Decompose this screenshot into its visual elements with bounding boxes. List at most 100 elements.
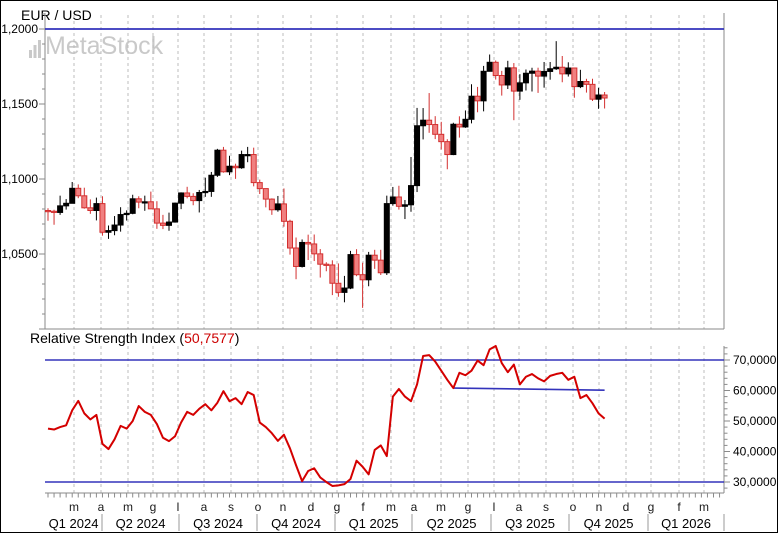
candle-body xyxy=(214,149,221,176)
month-label: m xyxy=(386,500,396,514)
candle-body xyxy=(311,243,318,255)
candle-body xyxy=(51,210,58,213)
candle-body xyxy=(93,203,100,212)
candle-body xyxy=(280,203,287,222)
candle-body xyxy=(377,259,384,274)
candle-body xyxy=(577,81,584,88)
candle-body xyxy=(444,141,451,156)
candle-body xyxy=(571,67,578,88)
candle-body xyxy=(541,70,548,77)
rsi-indicator-label: Relative Strength Index (50,7577) xyxy=(30,330,239,346)
candle-body xyxy=(166,221,172,226)
candle-body xyxy=(583,81,590,85)
month-label: s xyxy=(228,500,234,514)
candle-body xyxy=(147,201,154,210)
candle-body xyxy=(389,196,396,205)
watermark-text: MetaStock xyxy=(45,32,164,60)
candle-body xyxy=(317,253,324,265)
candle-body xyxy=(293,247,300,267)
rsi-axis-label: 30,0000 xyxy=(733,475,777,489)
candle-body xyxy=(601,94,608,99)
candle-body xyxy=(462,118,469,128)
candle-body xyxy=(468,95,475,120)
candle-body xyxy=(414,125,421,187)
month-label: s xyxy=(543,500,549,514)
candle-body xyxy=(172,202,179,223)
candle-body xyxy=(208,174,215,192)
candle-body xyxy=(244,154,251,157)
price-axis-label: 1,1000 xyxy=(1,172,38,186)
candle-body xyxy=(498,75,505,86)
month-label: n xyxy=(280,500,287,514)
quarter-label: Q1 2025 xyxy=(349,516,399,531)
candle-body xyxy=(75,187,82,197)
candle-body xyxy=(87,207,94,212)
candle-body xyxy=(268,198,275,211)
month-label: m xyxy=(699,500,709,514)
month-label: l xyxy=(493,500,496,514)
candle-body xyxy=(274,203,281,211)
rsi-label-suffix: ) xyxy=(234,330,240,346)
candle-body xyxy=(504,67,511,86)
candle-body xyxy=(57,205,64,213)
candle-body xyxy=(438,133,445,143)
candle-body xyxy=(250,154,257,184)
candle-body xyxy=(129,198,136,214)
candle-body xyxy=(341,287,348,293)
candle-body xyxy=(262,188,269,200)
month-label: m xyxy=(123,500,133,514)
quarter-label: Q2 2024 xyxy=(116,516,166,531)
month-label: g xyxy=(465,500,472,514)
candle-body xyxy=(492,61,499,76)
month-label: a xyxy=(516,500,523,514)
candle-body xyxy=(565,67,572,75)
candle-body xyxy=(522,72,529,84)
month-label: l xyxy=(177,500,180,514)
candle-body xyxy=(365,254,372,281)
candle-body xyxy=(456,123,463,128)
candle-body xyxy=(256,182,263,190)
symbol-title: EUR / USD xyxy=(21,7,92,23)
candle-body xyxy=(353,254,360,276)
candle-body xyxy=(123,212,130,216)
candle-body xyxy=(220,149,227,173)
candle-body xyxy=(347,254,354,289)
candle-body xyxy=(401,204,408,207)
quarter-label: Q4 2024 xyxy=(271,516,321,531)
rsi-label-prefix: Relative Strength Index ( xyxy=(30,330,185,346)
rsi-axis-label: 50,0000 xyxy=(733,414,777,428)
candle-body xyxy=(371,254,378,261)
candle-body xyxy=(178,192,185,204)
month-label: d xyxy=(623,500,630,514)
quarter-label: Q3 2024 xyxy=(193,516,243,531)
candle-body xyxy=(202,190,209,194)
candle-body xyxy=(553,66,560,70)
candle-body xyxy=(232,165,239,169)
candle-body xyxy=(529,70,535,74)
candle-body xyxy=(305,241,312,245)
month-label: f xyxy=(361,500,365,514)
candle-body xyxy=(395,196,402,207)
month-label: a xyxy=(201,500,208,514)
quarter-label: Q1 2024 xyxy=(49,516,99,531)
month-label: m xyxy=(436,500,446,514)
candle-body xyxy=(589,83,596,100)
candle-body xyxy=(510,67,517,92)
month-label: n xyxy=(596,500,603,514)
month-label: o xyxy=(255,500,262,514)
month-label: g xyxy=(334,500,341,514)
candle-body xyxy=(105,230,112,233)
candle-body xyxy=(299,241,306,267)
candle-body xyxy=(486,61,493,72)
quarter-label: Q2 2025 xyxy=(427,516,477,531)
month-label: a xyxy=(98,500,105,514)
rsi-axis-label: 60,0000 xyxy=(733,384,777,398)
candle-body xyxy=(426,119,433,126)
rsi-axis-label: 70,0000 xyxy=(733,353,777,367)
candle-body xyxy=(69,187,76,204)
candle-body xyxy=(238,154,245,169)
candle-body xyxy=(559,66,566,75)
candle-body xyxy=(135,198,142,203)
candle-body xyxy=(547,68,554,72)
month-label: g xyxy=(150,500,157,514)
